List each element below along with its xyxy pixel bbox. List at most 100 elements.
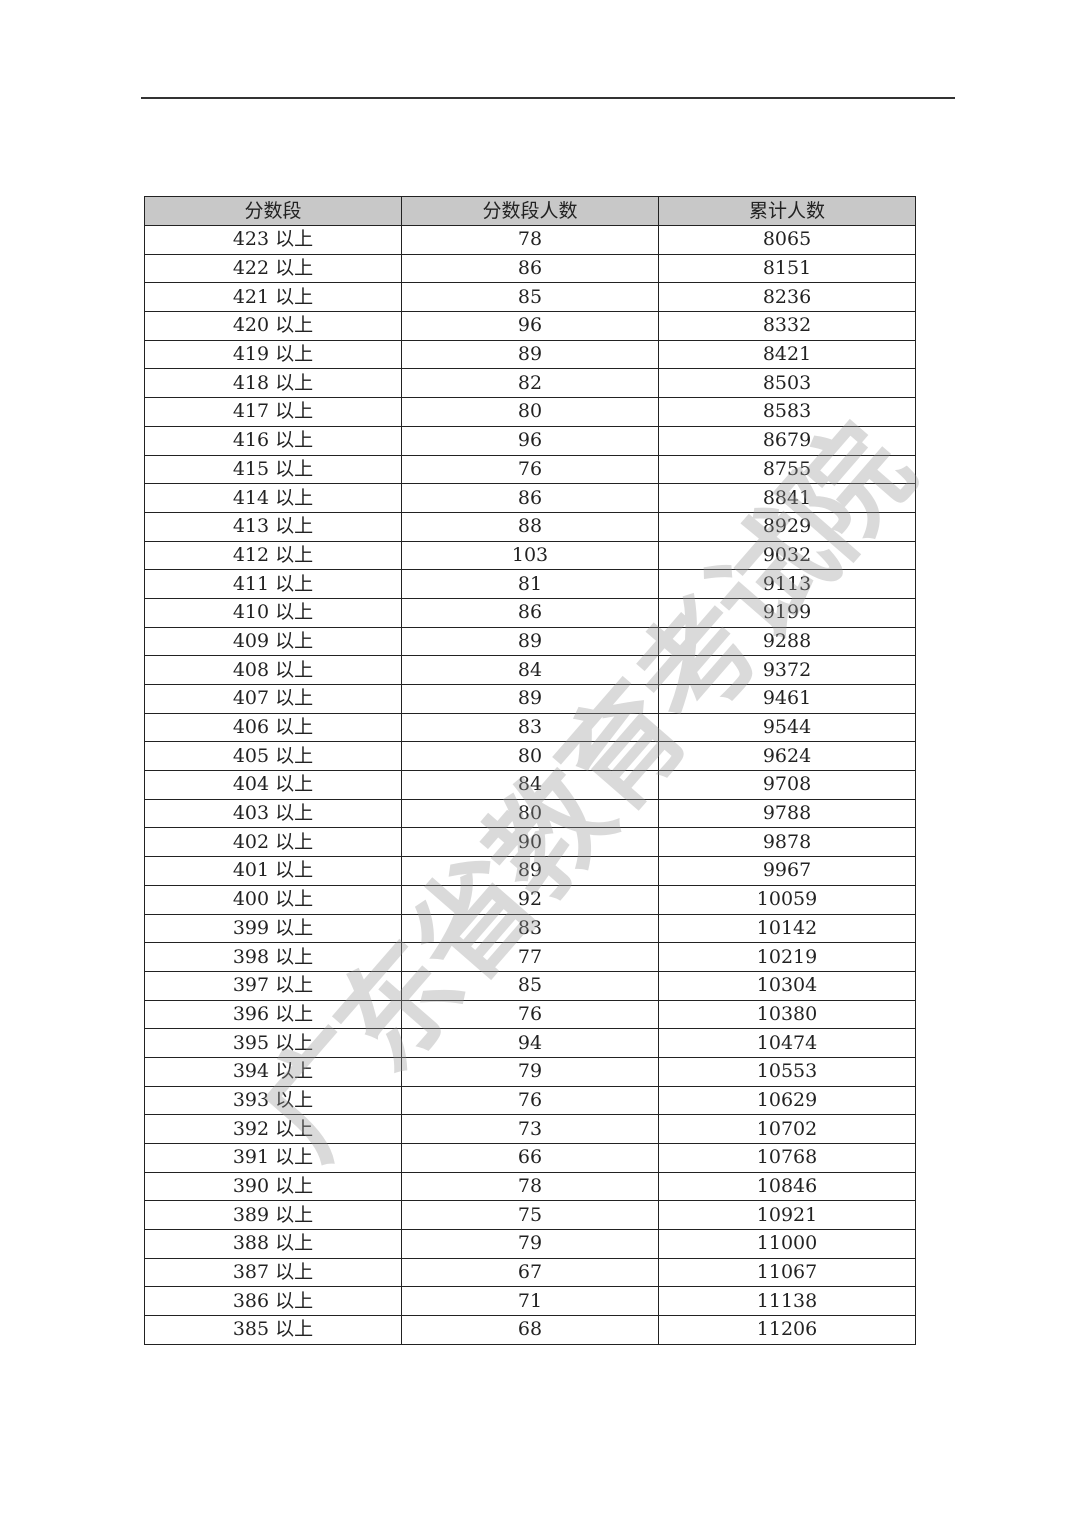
count-cell: 89	[401, 684, 659, 714]
table-row: 416 以上 96 8679	[144, 425, 916, 456]
top-rule	[141, 97, 955, 99]
table-row: 386 以上 71 11138	[144, 1286, 916, 1317]
cumulative-cell: 9288	[658, 626, 916, 657]
cumulative-cell: 10059	[658, 884, 916, 915]
score-range-cell: 416 以上	[144, 425, 402, 456]
table-row: 411 以上 81 9113	[144, 569, 916, 599]
count-cell: 80	[401, 741, 659, 772]
cumulative-cell: 11206	[658, 1315, 916, 1345]
cumulative-cell: 11138	[658, 1286, 916, 1317]
score-range-cell: 417 以上	[144, 397, 402, 427]
table-row: 407 以上 89 9461	[144, 684, 916, 714]
cumulative-cell: 9878	[658, 827, 916, 858]
table-row: 423 以上 78 8065	[144, 225, 916, 255]
cumulative-cell: 8332	[658, 311, 916, 341]
score-range-cell: 385 以上	[144, 1315, 402, 1345]
count-cell: 84	[401, 770, 659, 800]
table-row: 392 以上 73 10702	[144, 1114, 916, 1144]
count-cell: 75	[401, 1200, 659, 1231]
count-cell: 86	[401, 597, 659, 628]
score-range-cell: 386 以上	[144, 1286, 402, 1317]
table-row: 421 以上 85 8236	[144, 282, 916, 313]
score-range-cell: 408 以上	[144, 655, 402, 685]
cumulative-cell: 10142	[658, 913, 916, 944]
table-row: 413 以上 88 8929	[144, 511, 916, 542]
score-range-cell: 394 以上	[144, 1056, 402, 1087]
count-cell: 81	[401, 569, 659, 599]
score-range-cell: 388 以上	[144, 1229, 402, 1259]
cumulative-cell: 8929	[658, 511, 916, 542]
count-cell: 96	[401, 311, 659, 341]
score-range-cell: 414 以上	[144, 483, 402, 513]
cumulative-cell: 9199	[658, 597, 916, 628]
cumulative-cell: 9967	[658, 856, 916, 886]
score-range-cell: 409 以上	[144, 626, 402, 657]
count-cell: 76	[401, 1085, 659, 1116]
header-count: 分数段人数	[401, 196, 659, 226]
cumulative-cell: 10380	[658, 999, 916, 1030]
score-range-cell: 397 以上	[144, 970, 402, 1001]
table-row: 405 以上 80 9624	[144, 741, 916, 772]
cumulative-cell: 10921	[658, 1200, 916, 1231]
count-cell: 92	[401, 884, 659, 915]
count-cell: 67	[401, 1257, 659, 1288]
table-row: 417 以上 80 8583	[144, 397, 916, 427]
cumulative-cell: 10846	[658, 1171, 916, 1202]
cumulative-cell: 8065	[658, 225, 916, 255]
cumulative-cell: 10768	[658, 1143, 916, 1173]
table-row: 394 以上 79 10553	[144, 1056, 916, 1087]
header-cumulative: 累计人数	[658, 196, 916, 226]
score-range-cell: 407 以上	[144, 684, 402, 714]
table-row: 404 以上 84 9708	[144, 770, 916, 800]
score-range-cell: 413 以上	[144, 511, 402, 542]
cumulative-cell: 8421	[658, 339, 916, 370]
cumulative-cell: 8841	[658, 483, 916, 513]
table-row: 408 以上 84 9372	[144, 655, 916, 685]
table-row: 391 以上 66 10768	[144, 1143, 916, 1173]
cumulative-cell: 10702	[658, 1114, 916, 1144]
count-cell: 103	[401, 540, 659, 571]
table-row: 400 以上 92 10059	[144, 884, 916, 915]
count-cell: 85	[401, 282, 659, 313]
count-cell: 88	[401, 511, 659, 542]
count-cell: 79	[401, 1229, 659, 1259]
table-row: 419 以上 89 8421	[144, 339, 916, 370]
cumulative-cell: 8679	[658, 425, 916, 456]
header-score-range: 分数段	[144, 196, 402, 226]
score-range-cell: 391 以上	[144, 1143, 402, 1173]
score-range-cell: 420 以上	[144, 311, 402, 341]
table-row: 418 以上 82 8503	[144, 368, 916, 399]
table-row: 415 以上 76 8755	[144, 454, 916, 485]
count-cell: 89	[401, 626, 659, 657]
count-cell: 76	[401, 999, 659, 1030]
cumulative-cell: 9113	[658, 569, 916, 599]
table-row: 414 以上 86 8841	[144, 483, 916, 513]
score-range-cell: 403 以上	[144, 798, 402, 829]
score-range-cell: 389 以上	[144, 1200, 402, 1231]
cumulative-cell: 11000	[658, 1229, 916, 1259]
score-range-cell: 395 以上	[144, 1028, 402, 1058]
count-cell: 90	[401, 827, 659, 858]
cumulative-cell: 9624	[658, 741, 916, 772]
table-row: 387 以上 67 11067	[144, 1257, 916, 1288]
score-range-cell: 412 以上	[144, 540, 402, 571]
header-row: 分数段 分数段人数 累计人数	[144, 196, 916, 226]
score-range-cell: 406 以上	[144, 712, 402, 743]
table-row: 389 以上 75 10921	[144, 1200, 916, 1231]
count-cell: 66	[401, 1143, 659, 1173]
table-row: 420 以上 96 8332	[144, 311, 916, 341]
count-cell: 85	[401, 970, 659, 1001]
count-cell: 68	[401, 1315, 659, 1345]
count-cell: 89	[401, 856, 659, 886]
score-range-cell: 396 以上	[144, 999, 402, 1030]
count-cell: 84	[401, 655, 659, 685]
score-range-cell: 415 以上	[144, 454, 402, 485]
cumulative-cell: 10304	[658, 970, 916, 1001]
score-range-cell: 387 以上	[144, 1257, 402, 1288]
table-row: 406 以上 83 9544	[144, 712, 916, 743]
table-row: 396 以上 76 10380	[144, 999, 916, 1030]
cumulative-cell: 10629	[658, 1085, 916, 1116]
score-range-cell: 421 以上	[144, 282, 402, 313]
score-range-cell: 392 以上	[144, 1114, 402, 1144]
table-row: 398 以上 77 10219	[144, 942, 916, 972]
